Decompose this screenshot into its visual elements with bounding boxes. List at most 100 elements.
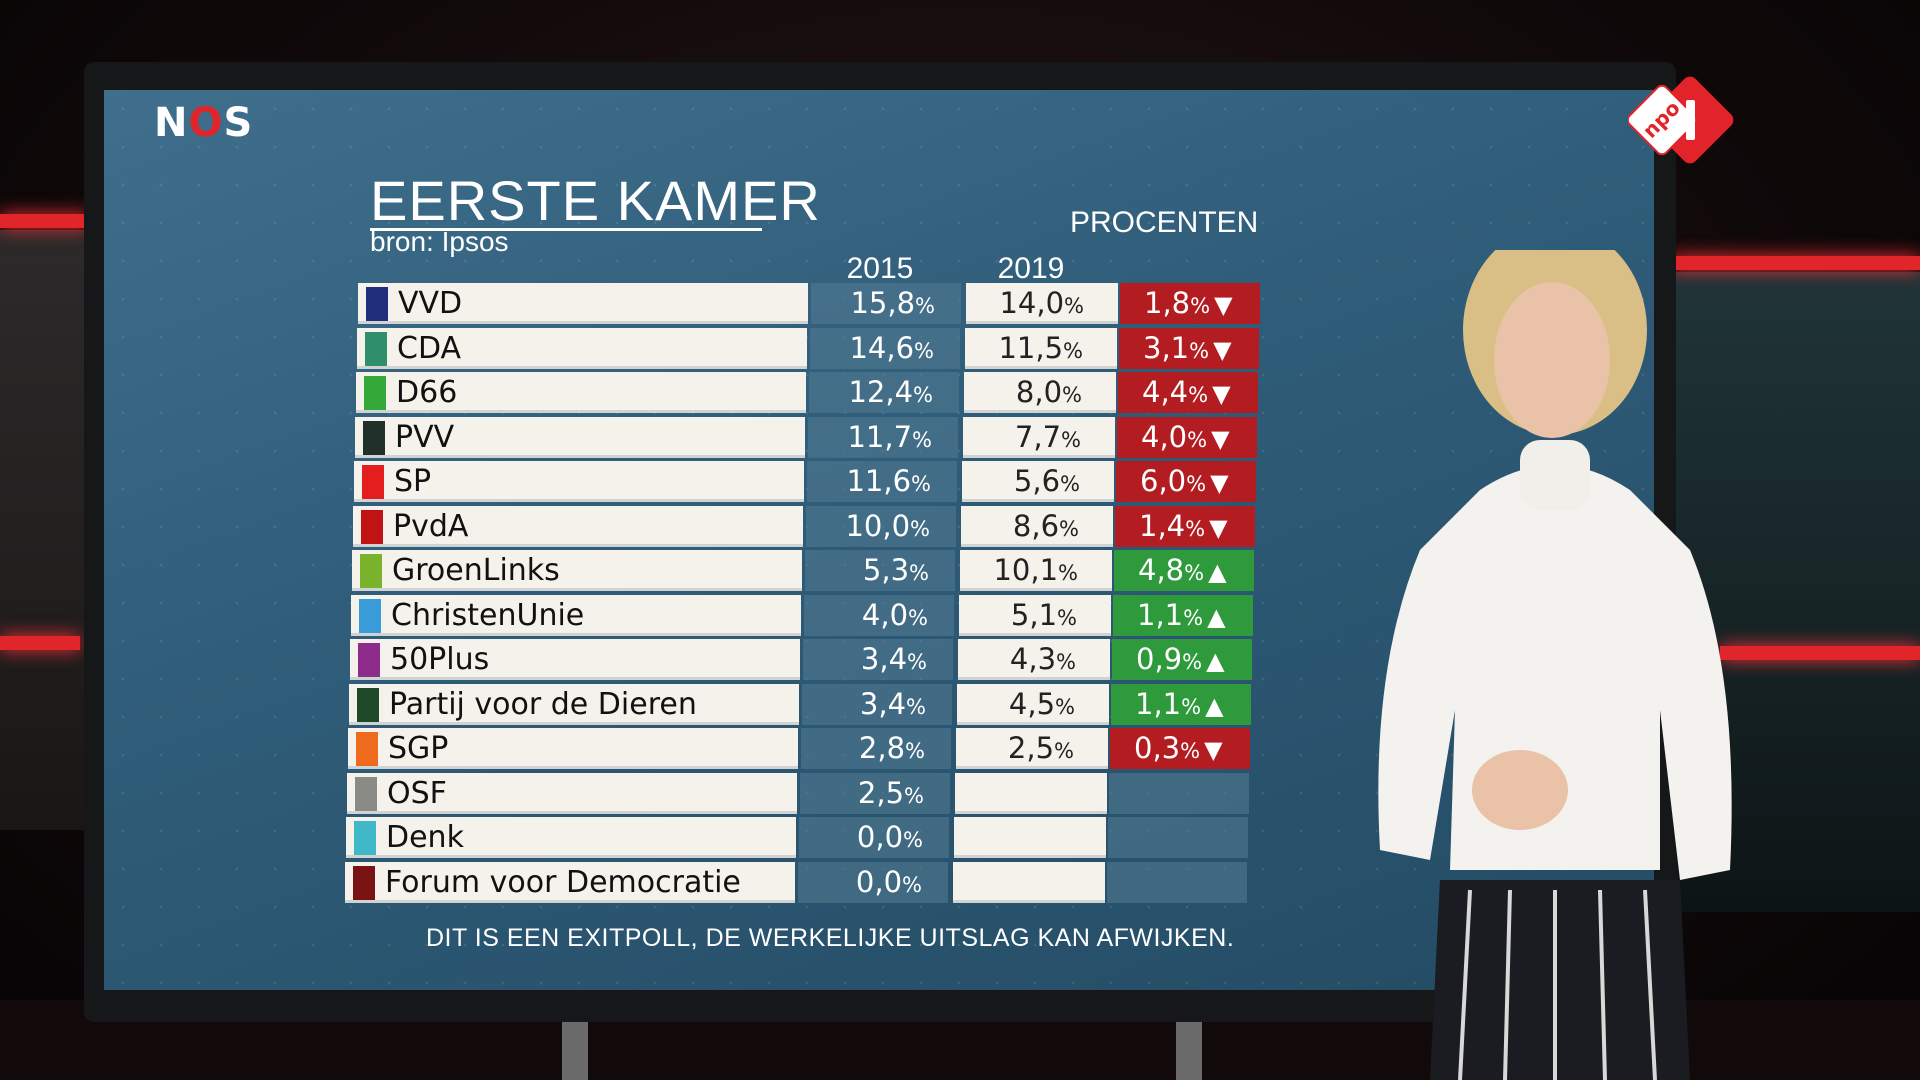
party-name: CDA: [397, 330, 462, 366]
change-value: 1,1% ▲: [1113, 594, 1253, 636]
party-name-cell: Denk: [346, 817, 796, 858]
up-arrow-icon: ▲: [1208, 558, 1227, 586]
down-arrow-icon: ▼: [1214, 291, 1233, 319]
change-value: [1109, 772, 1249, 814]
value-2015: 4,0%: [804, 594, 954, 636]
value-2015: 0,0%: [798, 861, 948, 903]
npo1-logo: npo: [1628, 76, 1734, 164]
down-arrow-icon: ▼: [1212, 380, 1231, 408]
value-2019: [955, 772, 1107, 814]
party-name: Denk: [386, 820, 464, 855]
party-name-cell: Partij voor de Dieren: [349, 683, 799, 725]
down-arrow-icon: ▼: [1210, 469, 1229, 497]
party-name-cell: SGP: [348, 728, 798, 769]
down-arrow-icon: ▼: [1211, 424, 1230, 453]
party-name: PvdA: [393, 508, 469, 544]
value-2019: 4,5%: [957, 683, 1109, 725]
party-color-swatch: [360, 554, 382, 588]
up-arrow-icon: ▲: [1206, 647, 1225, 675]
party-color-swatch: [355, 776, 377, 811]
party-name: SGP: [388, 731, 449, 766]
party-name: Forum voor Democratie: [385, 864, 741, 900]
value-2019: [954, 817, 1106, 858]
party-color-swatch: [358, 643, 380, 677]
change-value: [1107, 861, 1247, 903]
change-value: 1,8% ▼: [1120, 283, 1260, 324]
party-color-swatch: [364, 376, 386, 410]
led-strip: [0, 214, 90, 228]
party-name: SP: [394, 464, 432, 499]
graphic-title: EERSTE KAMER: [370, 169, 821, 232]
party-color-swatch: [365, 331, 387, 366]
party-name-cell: SP: [354, 461, 804, 502]
party-name-cell: OSF: [347, 772, 797, 814]
down-arrow-icon: ▼: [1213, 335, 1232, 364]
down-arrow-icon: ▼: [1204, 736, 1223, 764]
value-2015: 10,0%: [806, 505, 956, 547]
unit-label: PROCENTEN: [1070, 206, 1259, 239]
value-2019: 14,0%: [966, 283, 1118, 324]
value-2015: 3,4%: [803, 639, 953, 680]
value-2019: 5,6%: [962, 461, 1114, 502]
value-2015: 2,5%: [800, 772, 950, 814]
change-value: 4,8% ▲: [1114, 550, 1254, 591]
party-color-swatch: [366, 287, 388, 321]
graphic-source: bron: Ipsos: [370, 226, 509, 257]
party-name-cell: Forum voor Democratie: [345, 861, 795, 903]
led-strip: [1720, 646, 1920, 660]
party-name: ChristenUnie: [391, 597, 585, 633]
value-2015: 14,6%: [810, 327, 960, 369]
value-2019: 2,5%: [956, 728, 1108, 769]
party-color-swatch: [363, 420, 385, 455]
change-value: [1108, 817, 1248, 858]
party-name-cell: PvdA: [353, 505, 803, 547]
change-value: 6,0% ▼: [1116, 461, 1256, 502]
value-2015: 11,6%: [807, 461, 957, 502]
value-2015: 3,4%: [802, 683, 952, 725]
led-strip: [1670, 256, 1920, 270]
column-header-2015: 2015: [846, 252, 914, 285]
value-2019: 8,6%: [961, 505, 1113, 547]
nos-logo: NOS: [154, 100, 254, 146]
change-value: 3,1% ▼: [1119, 327, 1259, 369]
value-2015: 15,8%: [811, 283, 961, 324]
value-2019: 7,7%: [963, 416, 1115, 458]
party-name: 50Plus: [390, 642, 490, 677]
party-name-cell: CDA: [357, 327, 807, 369]
party-name-cell: 50Plus: [350, 639, 800, 680]
value-2019: 5,1%: [959, 594, 1111, 636]
presenter-figure: [1378, 250, 1732, 1080]
party-color-swatch: [357, 687, 379, 722]
change-value: 4,0% ▼: [1117, 416, 1257, 458]
led-strip: [0, 636, 80, 650]
party-name-cell: ChristenUnie: [351, 594, 801, 636]
party-name: D66: [396, 375, 458, 410]
change-value: 1,4% ▼: [1115, 505, 1255, 547]
studio-left-panel: [0, 230, 92, 830]
party-name: PVV: [395, 419, 455, 455]
party-name: GroenLinks: [392, 553, 560, 588]
up-arrow-icon: ▲: [1205, 691, 1224, 720]
change-value: 0,3% ▼: [1110, 728, 1250, 769]
party-name-cell: VVD: [358, 283, 808, 324]
party-color-swatch: [353, 865, 375, 900]
value-2019: 4,3%: [958, 639, 1110, 680]
party-color-swatch: [362, 465, 384, 499]
value-2015: 5,3%: [805, 550, 955, 591]
up-arrow-icon: ▲: [1207, 602, 1226, 631]
column-header-2019: 2019: [997, 252, 1065, 285]
title-underline: [370, 228, 762, 231]
down-arrow-icon: ▼: [1209, 513, 1228, 542]
party-color-swatch: [354, 821, 376, 855]
party-name: OSF: [387, 775, 447, 811]
exitpoll-disclaimer: DIT IS EEN EXITPOLL, DE WERKELIJKE UITSL…: [426, 924, 1235, 952]
value-2019: [953, 861, 1105, 903]
value-2015: 0,0%: [799, 817, 949, 858]
party-name: Partij voor de Dieren: [389, 686, 697, 722]
party-name-cell: GroenLinks: [352, 550, 802, 591]
value-2019: 8,0%: [964, 372, 1116, 413]
value-2019: 10,1%: [960, 550, 1112, 591]
change-value: 4,4% ▼: [1118, 372, 1258, 413]
party-color-swatch: [359, 598, 381, 633]
party-name: VVD: [398, 286, 463, 321]
